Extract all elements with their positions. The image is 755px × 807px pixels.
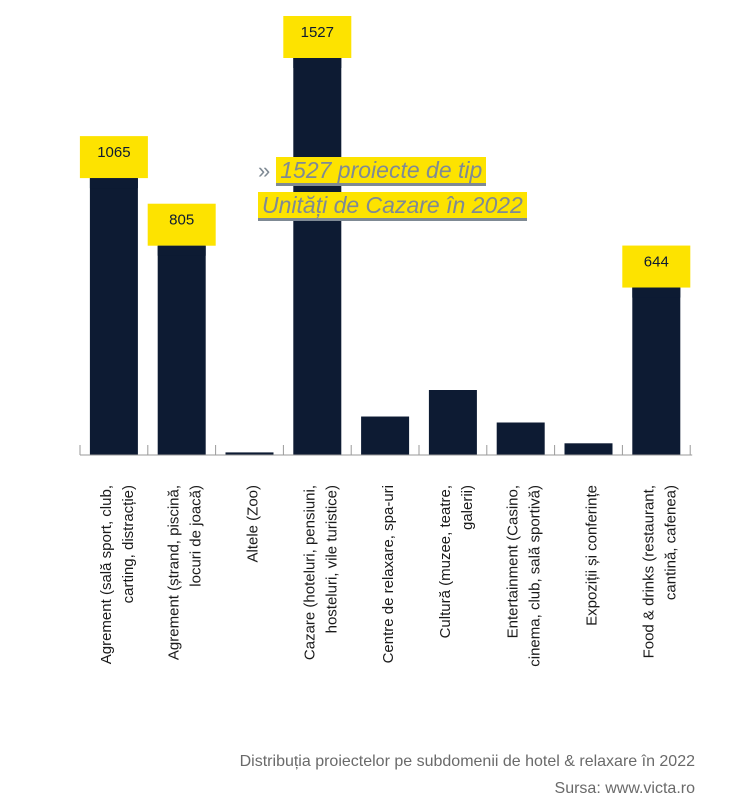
bar	[632, 287, 681, 455]
category-label-line: Food & drinks (restaurant,	[640, 485, 657, 658]
bar-top	[89, 178, 138, 189]
double-chevron-icon: »	[258, 158, 271, 183]
value-label: 1065	[97, 144, 130, 161]
category-label-line: cinema, club, sală sportivă)	[527, 485, 544, 667]
category-label: Agrement (ștrand, piscină, locuri de joac…	[166, 485, 205, 660]
category-label: Cazare (hoteluri, pensiuni, hosteluri, vi…	[301, 485, 340, 660]
category-label: Entertainment (Casino, cinema, club, sală…	[505, 485, 544, 667]
bar	[564, 443, 613, 455]
bar	[496, 422, 545, 455]
bar	[293, 58, 342, 455]
bar-top	[293, 58, 342, 68]
value-labels-group: 1065 805 1527 644	[79, 16, 691, 298]
value-label: 1527	[301, 24, 334, 41]
category-label: Food & drinks (restaurant, cantină, cafen…	[640, 485, 679, 658]
caption-source: Sursa: www.victa.ro	[554, 780, 695, 797]
category-label-line: Centre de relaxare, spa-uri	[380, 485, 397, 663]
category-label: Altele (Zoo)	[245, 485, 262, 563]
caption-title: Distribuția proiectelor pe subdomenii de…	[239, 753, 695, 770]
category-label: Expoziții și conferințe	[584, 485, 601, 626]
bar	[428, 390, 477, 455]
x-ticks-group	[79, 445, 691, 455]
callout-text-2: Unități de Cazare în 2022	[258, 192, 527, 221]
value-label-highlight	[79, 136, 148, 179]
category-label: Agrement (sală sport, club, carting, dist…	[98, 485, 137, 664]
category-label-line: Cultură (muzee, teatre,	[437, 485, 454, 638]
bar	[89, 178, 138, 455]
callout-text-1: 1527 proiecte de tip	[276, 157, 487, 186]
category-label-line: locuri de joacă)	[188, 485, 205, 587]
value-label-highlight	[622, 245, 691, 288]
value-label-highlight	[283, 16, 352, 58]
callout-line-1: » 1527 proiecte de tip	[258, 153, 527, 188]
category-label-line: Agrement (ștrand, piscină,	[166, 485, 183, 660]
bar	[157, 245, 206, 455]
bar	[361, 416, 410, 455]
category-label: Centre de relaxare, spa-uri	[380, 485, 397, 663]
chart-caption: Distribuția proiectelor pe subdomenii de…	[240, 748, 695, 802]
category-label-line: Expoziții și conferințe	[584, 485, 601, 626]
category-labels-group: Agrement (sală sport, club, carting, dist…	[98, 485, 679, 667]
callout: » 1527 proiecte de tip Unități de Cazare …	[258, 153, 527, 222]
category-label-line: galerii)	[459, 485, 476, 530]
category-label-line: hosteluri, vile turistice)	[323, 485, 340, 633]
value-label-highlight	[147, 203, 216, 246]
bar-top	[157, 245, 206, 256]
category-label-line: carting, distracție)	[120, 485, 137, 603]
category-label: Cultură (muzee, teatre, galerii)	[437, 485, 476, 638]
bar	[225, 452, 274, 455]
category-label-line: Cazare (hoteluri, pensiuni,	[301, 485, 318, 660]
value-label: 805	[169, 212, 194, 229]
category-label-line: Entertainment (Casino,	[505, 485, 522, 638]
value-label: 644	[644, 254, 669, 271]
bars-group	[89, 58, 681, 455]
bar-top	[632, 287, 681, 298]
callout-line-2: Unități de Cazare în 2022	[258, 188, 527, 222]
category-label-line: cantină, cafenea)	[662, 485, 679, 600]
category-label-line: Altele (Zoo)	[245, 485, 262, 563]
category-label-line: Agrement (sală sport, club,	[98, 485, 115, 664]
